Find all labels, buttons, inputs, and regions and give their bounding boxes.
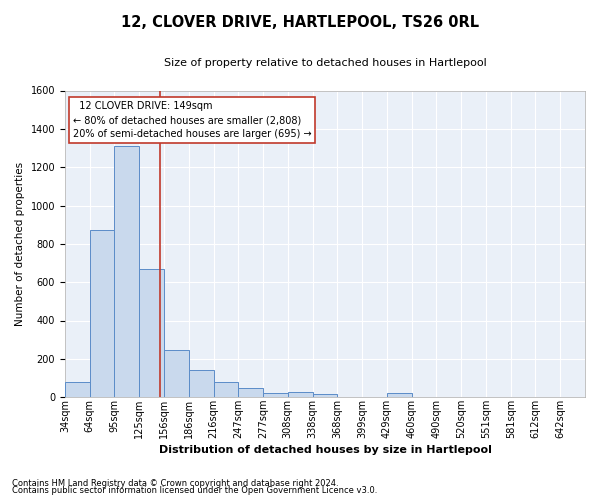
Bar <box>139 269 164 397</box>
Text: Contains public sector information licensed under the Open Government Licence v3: Contains public sector information licen… <box>12 486 377 495</box>
X-axis label: Distribution of detached houses by size in Hartlepool: Distribution of detached houses by size … <box>158 445 491 455</box>
Text: 12, CLOVER DRIVE, HARTLEPOOL, TS26 0RL: 12, CLOVER DRIVE, HARTLEPOOL, TS26 0RL <box>121 15 479 30</box>
Bar <box>89 230 115 397</box>
Bar <box>263 393 288 397</box>
Bar <box>115 146 139 397</box>
Bar <box>387 393 412 397</box>
Y-axis label: Number of detached properties: Number of detached properties <box>15 162 25 326</box>
Text: 12 CLOVER DRIVE: 149sqm
← 80% of detached houses are smaller (2,808)
20% of semi: 12 CLOVER DRIVE: 149sqm ← 80% of detache… <box>73 101 311 139</box>
Title: Size of property relative to detached houses in Hartlepool: Size of property relative to detached ho… <box>164 58 487 68</box>
Bar <box>65 382 89 397</box>
Bar <box>288 392 313 397</box>
Text: Contains HM Land Registry data © Crown copyright and database right 2024.: Contains HM Land Registry data © Crown c… <box>12 478 338 488</box>
Bar <box>164 350 189 397</box>
Bar <box>238 388 263 397</box>
Bar <box>214 382 238 397</box>
Bar <box>313 394 337 397</box>
Bar <box>189 370 214 397</box>
